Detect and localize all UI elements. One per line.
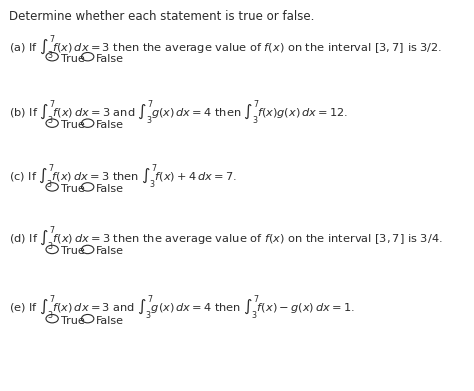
Text: (e) If $\int_3^7\!f(x)\,dx = 3$ and $\int_3^7\!g(x)\,dx = 4$ then $\int_3^7\!f(x: (e) If $\int_3^7\!f(x)\,dx = 3$ and $\in… [9, 294, 355, 323]
Text: (a) If $\int_3^7\!f(x)\,dx = 3$ then the average value of $f(x)$ on the interval: (a) If $\int_3^7\!f(x)\,dx = 3$ then the… [9, 33, 443, 62]
Text: True: True [61, 246, 84, 256]
Text: False: False [96, 184, 124, 194]
Text: (d) If $\int_3^7\!f(x)\,dx = 3$ then the average value of $f(x)$ on the interval: (d) If $\int_3^7\!f(x)\,dx = 3$ then the… [9, 225, 443, 253]
Text: True: True [61, 316, 84, 326]
Text: (c) If $\int_3^7\!f(x)\,dx = 3$ then $\int_3^7\!f(x)+4\,dx = 7$.: (c) If $\int_3^7\!f(x)\,dx = 3$ then $\i… [9, 162, 237, 191]
Text: (b) If $\int_3^7\!f(x)\,dx = 3$ and $\int_3^7\!g(x)\,dx = 4$ then $\int_3^7\!f(x: (b) If $\int_3^7\!f(x)\,dx = 3$ and $\in… [9, 99, 348, 127]
Text: Determine whether each statement is true or false.: Determine whether each statement is true… [9, 10, 315, 23]
Text: False: False [96, 316, 124, 326]
Text: True: True [61, 184, 84, 194]
Text: False: False [96, 120, 124, 130]
Text: False: False [96, 246, 124, 256]
Text: True: True [61, 54, 84, 64]
Text: False: False [96, 54, 124, 64]
Text: True: True [61, 120, 84, 130]
